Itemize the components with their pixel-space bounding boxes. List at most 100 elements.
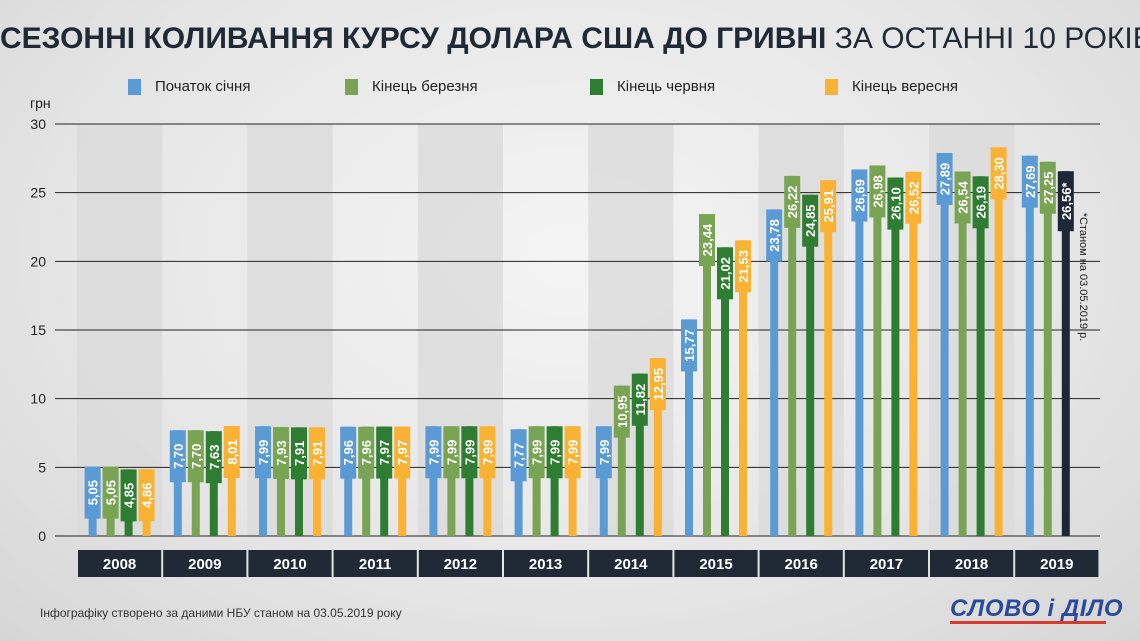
data-label: 7,93 bbox=[274, 440, 289, 465]
bar bbox=[568, 426, 577, 536]
bar-label-box bbox=[613, 385, 630, 438]
category-box bbox=[930, 550, 1014, 577]
data-label: 7,99 bbox=[444, 440, 459, 465]
title-bold: СЕЗОННІ КОЛИВАННЯ КУРСУ ДОЛАРА США ДО ГР… bbox=[0, 22, 827, 55]
data-label: 7,70 bbox=[171, 444, 186, 469]
bar bbox=[994, 147, 1003, 536]
y-tick-label: 25 bbox=[30, 185, 46, 201]
bar-label-box bbox=[223, 425, 240, 478]
bar bbox=[599, 426, 608, 536]
bar-label-box bbox=[546, 426, 563, 479]
bar-label-box bbox=[649, 358, 666, 411]
bar-label-box bbox=[802, 194, 819, 247]
data-label: 7,99 bbox=[480, 440, 495, 465]
bar bbox=[653, 358, 662, 536]
bar bbox=[1061, 171, 1070, 536]
bar bbox=[550, 426, 559, 536]
bar-label-box bbox=[699, 214, 715, 267]
bar-label-box bbox=[869, 165, 886, 218]
bar bbox=[344, 426, 353, 536]
data-label: 10,95 bbox=[615, 395, 630, 428]
bar-label-box bbox=[358, 426, 375, 479]
legend-item: Кінець червня bbox=[590, 78, 715, 95]
bar bbox=[940, 152, 949, 536]
data-label: 7,99 bbox=[426, 440, 441, 465]
x-tick-label: 2018 bbox=[955, 556, 988, 573]
category-box bbox=[674, 550, 758, 577]
bar-label-box bbox=[820, 180, 837, 233]
legend-label: Початок січня bbox=[155, 78, 251, 95]
legend-item: Початок січня bbox=[128, 78, 250, 95]
data-label: 7,99 bbox=[566, 440, 581, 465]
bar-label-box bbox=[681, 319, 697, 372]
y-tick-label: 0 bbox=[38, 528, 46, 544]
bar bbox=[909, 171, 918, 537]
data-label: 5,05 bbox=[86, 480, 101, 505]
bar-label-box bbox=[972, 176, 989, 229]
bar bbox=[976, 176, 985, 536]
bar bbox=[209, 431, 218, 536]
bar-label-box bbox=[169, 430, 186, 483]
brand-logo: СЛОВО і ДІЛО bbox=[950, 595, 1124, 624]
data-label: 5,05 bbox=[104, 480, 119, 505]
data-label: 4,86 bbox=[140, 483, 155, 508]
data-label: 26,19 bbox=[974, 186, 989, 219]
bar-label-box bbox=[443, 426, 460, 479]
bar-label-box bbox=[887, 177, 904, 230]
legend: Початок січня Кінець березня Кінець червня… bbox=[0, 78, 1140, 102]
data-label: 24,85 bbox=[803, 204, 818, 237]
bar-label-box bbox=[631, 373, 648, 426]
bar-label-box bbox=[425, 426, 442, 479]
y-tick-label: 5 bbox=[38, 459, 46, 475]
bar-label-box bbox=[187, 430, 204, 483]
data-label: 7,77 bbox=[512, 443, 527, 468]
bar-label-box bbox=[1039, 161, 1056, 214]
bar bbox=[958, 171, 967, 536]
category-box bbox=[759, 550, 843, 577]
bar bbox=[617, 385, 626, 536]
y-tick-label: 20 bbox=[30, 253, 46, 269]
bar bbox=[739, 240, 747, 536]
bar-label-box bbox=[273, 427, 289, 480]
page-title: СЕЗОННІ КОЛИВАННЯ КУРСУ ДОЛАРА США ДО ГР… bbox=[0, 22, 1140, 56]
bar-label-box bbox=[954, 171, 971, 224]
bar bbox=[313, 427, 321, 536]
bar-label-box bbox=[735, 240, 751, 293]
bar-label-box bbox=[766, 209, 783, 262]
x-tick-label: 2017 bbox=[870, 556, 903, 573]
x-tick-label: 2014 bbox=[614, 556, 648, 573]
bar bbox=[806, 194, 815, 536]
bar bbox=[703, 214, 711, 536]
bar bbox=[1043, 161, 1052, 536]
data-label: 27,89 bbox=[938, 163, 953, 196]
data-label: 23,44 bbox=[700, 223, 715, 256]
bar bbox=[891, 177, 900, 536]
x-tick-label: 2010 bbox=[273, 556, 306, 573]
data-label: 26,22 bbox=[785, 186, 800, 219]
bar-label-box bbox=[255, 426, 271, 479]
bar-label-box bbox=[905, 171, 922, 224]
bar-label-box bbox=[528, 426, 545, 479]
x-tick-label: 2012 bbox=[444, 556, 477, 573]
bar-label-box bbox=[851, 169, 868, 222]
bar bbox=[259, 426, 267, 536]
bar-label-box bbox=[120, 469, 137, 522]
bar bbox=[873, 165, 882, 536]
category-box bbox=[78, 550, 162, 577]
legend-swatch bbox=[128, 78, 141, 95]
bar bbox=[721, 247, 729, 537]
data-label: 26,56* bbox=[1059, 182, 1074, 221]
bar-label-box bbox=[510, 429, 527, 482]
category-box bbox=[589, 550, 673, 577]
bar-label-box bbox=[376, 426, 393, 479]
data-label: 7,96 bbox=[341, 440, 356, 465]
bar-label-box bbox=[309, 427, 325, 480]
data-label: 21,53 bbox=[736, 250, 751, 283]
bar bbox=[788, 175, 797, 537]
bar-label-box bbox=[394, 426, 411, 479]
legend-item: Кінець вересня bbox=[825, 78, 958, 95]
category-box bbox=[418, 550, 502, 577]
data-label: 15,77 bbox=[682, 329, 697, 362]
bar bbox=[855, 169, 864, 536]
